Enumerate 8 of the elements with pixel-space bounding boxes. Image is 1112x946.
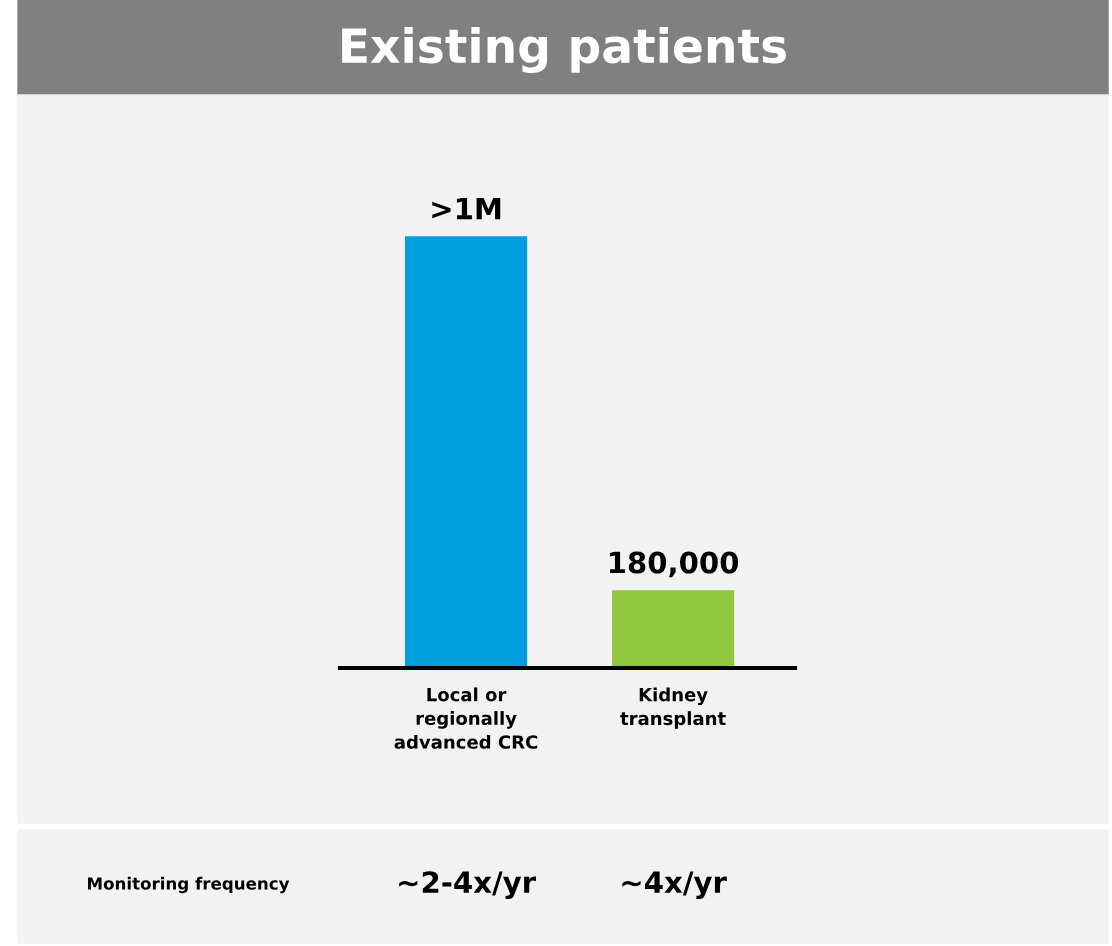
text: Monitoring frequency [88, 876, 290, 894]
data-label: 180,000 [609, 551, 739, 578]
chart-title: Existing patients [342, 26, 786, 74]
x-tick-label: Kidney transplant [620, 687, 726, 729]
text: ~2-4x/yr [399, 871, 536, 900]
text: ~4x/yr [622, 871, 727, 900]
x-tick-label: Local or regionally advanced CRC [394, 687, 538, 749]
data-label: >1M [432, 197, 501, 220]
